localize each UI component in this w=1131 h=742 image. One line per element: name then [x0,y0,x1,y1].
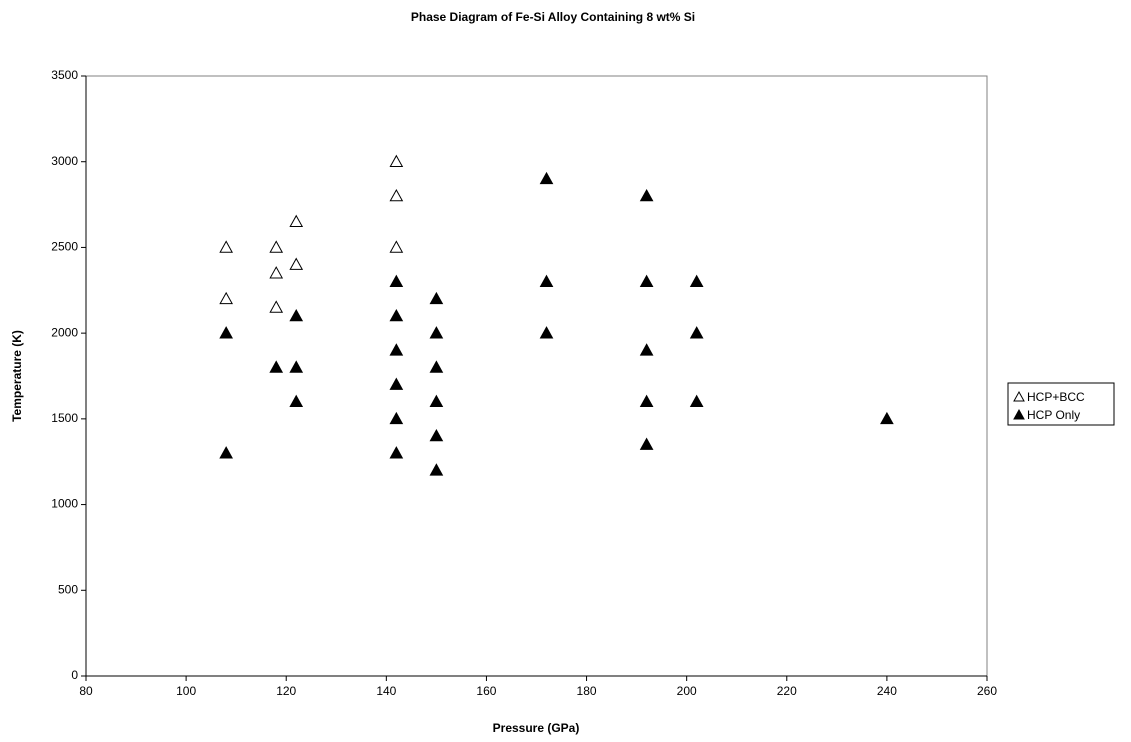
data-point [639,188,654,202]
data-point [389,446,404,459]
data-point [880,411,894,425]
x-tick-label: 180 [577,684,597,698]
data-point [269,240,284,253]
x-tick-label: 100 [176,684,196,698]
data-point [289,360,304,373]
y-tick-label: 3000 [51,154,78,168]
data-point [389,308,404,322]
x-axis-label: Pressure (GPa) [493,721,580,735]
data-point [219,446,234,459]
data-point [389,240,404,253]
plot-area [85,75,988,677]
y-tick-label: 2000 [51,325,78,339]
data-point [429,291,444,305]
data-point [289,308,304,322]
x-tick-label: 240 [877,684,897,698]
data-point [539,326,554,339]
legend-box [1007,382,1115,426]
legend-marker [1013,408,1025,420]
data-point [429,463,444,476]
data-point [269,360,284,373]
data-point [539,274,554,288]
data-point [689,326,704,339]
x-tick-label: 160 [476,684,496,698]
y-tick-label: 0 [71,668,78,682]
y-tick-label: 1500 [51,411,78,425]
data-point [429,394,444,408]
x-tick-label: 80 [79,684,93,698]
data-point [289,394,304,408]
x-tick-label: 120 [276,684,296,698]
legend-marker [1013,390,1025,402]
x-tick-label: 200 [677,684,697,698]
data-point [429,326,444,339]
data-point [219,291,234,305]
data-point [389,188,404,202]
y-tick-label: 3500 [51,68,78,82]
data-point [219,240,234,253]
x-tick-label: 260 [977,684,997,698]
data-point [389,274,404,288]
y-tick-label: 2500 [51,240,78,254]
data-point [539,171,554,185]
data-point [689,394,704,408]
chart-title: Phase Diagram of Fe-Si Alloy Containing … [411,10,695,24]
data-point [639,437,654,450]
data-point [269,266,284,279]
x-tick-label: 220 [777,684,797,698]
data-point [219,326,234,339]
data-point [429,428,444,442]
data-point [639,274,654,288]
data-point [289,257,304,270]
data-point [389,377,404,390]
data-point [639,343,654,356]
legend-label: HCP+BCC [1027,390,1085,404]
y-tick-label: 500 [58,582,78,596]
data-point [389,343,404,356]
y-axis-label: Temperature (K) [10,330,24,422]
data-point [429,360,444,373]
x-tick-label: 140 [376,684,396,698]
data-point [689,274,704,288]
data-point [289,214,304,228]
data-point [389,411,404,425]
data-point [389,154,404,168]
data-point [269,300,284,313]
y-tick-label: 1000 [51,497,78,511]
data-point [639,394,654,408]
legend-label: HCP Only [1027,408,1080,422]
